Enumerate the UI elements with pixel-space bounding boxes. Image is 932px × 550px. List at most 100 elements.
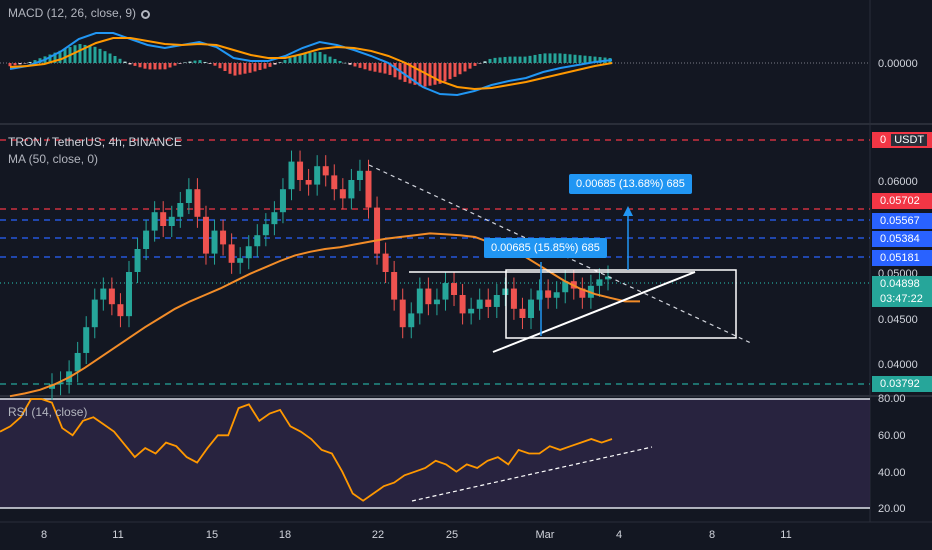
price-candle xyxy=(442,283,449,300)
macd-histogram-bar xyxy=(428,63,432,86)
macd-histogram-bar xyxy=(153,63,157,70)
price-candle xyxy=(374,207,381,254)
rsi-title-text: RSI (14, close) xyxy=(8,405,88,419)
macd-histogram-bar xyxy=(173,63,177,66)
price-candle xyxy=(459,295,466,314)
price-candle xyxy=(143,230,150,249)
macd-histogram-bar xyxy=(293,56,297,63)
rsi-tick: 20.00 xyxy=(878,503,906,515)
macd-histogram-bar xyxy=(488,58,492,63)
price-candle xyxy=(382,253,389,272)
macd-histogram-bar xyxy=(198,60,202,63)
macd-histogram-bar xyxy=(478,63,482,64)
macd-histogram-bar xyxy=(88,45,92,63)
macd-histogram-bar xyxy=(93,46,97,63)
macd-histogram-bar xyxy=(263,63,267,69)
macd-histogram-bar xyxy=(303,53,307,63)
price-tick: 0.04000 xyxy=(878,359,918,371)
price-candle xyxy=(305,180,312,185)
price-candle xyxy=(519,308,526,318)
macd-histogram-bar xyxy=(178,63,182,64)
price-candle xyxy=(579,288,586,298)
price-candle xyxy=(262,224,269,236)
last-price-tag: 0.04898 xyxy=(872,276,932,292)
macd-histogram-bar xyxy=(78,44,82,63)
price-candle xyxy=(596,279,603,286)
macd-histogram-bar xyxy=(228,63,232,74)
price-range-box[interactable] xyxy=(505,269,737,339)
price-candle xyxy=(254,235,261,247)
macd-histogram-bar xyxy=(328,56,332,63)
price-candle xyxy=(288,161,295,190)
macd-histogram-bar xyxy=(58,50,62,63)
macd-histogram-bar xyxy=(148,63,152,70)
price-candle xyxy=(202,216,209,254)
price-candle xyxy=(553,292,560,298)
measure-callout-right[interactable]: 0.00685 (13.68%) 685 xyxy=(569,174,692,194)
macd-histogram-bar xyxy=(33,60,37,63)
rsi-line xyxy=(0,398,613,502)
price-candle xyxy=(49,384,55,389)
ma-title[interactable]: MA (50, close, 0) xyxy=(8,152,98,166)
macd-histogram-bar xyxy=(568,54,572,63)
macd-histogram-bar xyxy=(453,63,457,77)
macd-histogram-bar xyxy=(528,55,532,63)
macd-histogram-bar xyxy=(158,63,162,70)
macd-histogram-bar xyxy=(598,57,602,63)
macd-histogram-bar xyxy=(283,59,287,63)
rsi-title[interactable]: RSI (14, close) xyxy=(8,405,87,419)
macd-histogram-bar xyxy=(343,62,347,64)
macd-histogram-bar xyxy=(248,63,252,73)
macd-histogram-bar xyxy=(503,56,507,63)
price-candle xyxy=(177,203,184,217)
price-candle xyxy=(536,290,543,300)
macd-histogram-bar xyxy=(273,63,277,65)
symbol-title[interactable]: TRON / TetherUS, 4h, BINANCE xyxy=(8,135,182,149)
macd-histogram-bar xyxy=(18,63,22,65)
macd-histogram-bar xyxy=(108,53,112,63)
macd-histogram-bar xyxy=(443,63,447,82)
price-candle xyxy=(331,175,338,190)
price-candle xyxy=(194,189,201,217)
rsi-band xyxy=(0,399,870,508)
price-candle xyxy=(391,272,398,300)
measure-callout-left[interactable]: 0.00685 (15.85%) 685 xyxy=(484,238,607,258)
settings-icon[interactable] xyxy=(141,10,151,19)
top-level-text: 0 xyxy=(880,134,887,146)
price-candle xyxy=(356,170,363,180)
macd-histogram-bar xyxy=(498,57,502,63)
macd-histogram-bar xyxy=(588,56,592,63)
price-candle xyxy=(425,288,432,305)
time-tick: 25 xyxy=(445,529,459,541)
macd-histogram-bar xyxy=(368,63,372,71)
price-candle xyxy=(151,212,158,231)
macd-histogram-bar xyxy=(573,54,577,63)
macd-histogram-bar xyxy=(523,56,527,63)
price-candle xyxy=(74,352,81,372)
macd-histogram-bar xyxy=(373,63,377,72)
price-candle xyxy=(314,166,321,185)
macd-histogram-bar xyxy=(468,63,472,69)
rsi-tick: 80.00 xyxy=(878,393,906,405)
macd-histogram-bar xyxy=(218,63,222,69)
support-tag: 0.03792 xyxy=(872,376,932,392)
price-candle xyxy=(605,276,611,280)
macd-histogram-bar xyxy=(543,53,547,63)
macd-histogram-bar xyxy=(118,58,122,63)
price-tick: 0.04500 xyxy=(878,314,918,326)
time-tick: 11 xyxy=(112,529,124,541)
macd-histogram-bar xyxy=(363,63,367,70)
macd-histogram-bar xyxy=(308,52,312,63)
currency-label: USDT xyxy=(891,134,928,146)
symbol-title-text: TRON / TetherUS, 4h, BINANCE xyxy=(8,135,182,149)
price-candle xyxy=(57,382,64,385)
macd-histogram-bar xyxy=(448,63,452,80)
rsi-trendline[interactable] xyxy=(411,446,653,502)
price-candle xyxy=(476,299,483,309)
macd-title[interactable]: MACD (12, 26, close, 9) xyxy=(8,6,151,20)
rsi-tick: 40.00 xyxy=(878,467,906,479)
price-candle xyxy=(108,288,115,305)
rsi-tick: 60.00 xyxy=(878,430,906,442)
level-tag-blue: 0.05384 xyxy=(872,231,932,247)
